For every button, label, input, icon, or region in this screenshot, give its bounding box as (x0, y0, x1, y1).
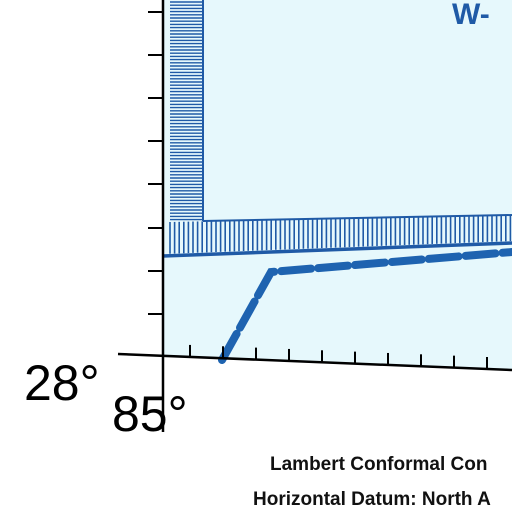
longitude-label: 85° (112, 386, 188, 442)
datum-note: Horizontal Datum: North A (253, 489, 491, 510)
left-ticks (148, 11, 163, 315)
route-line (218, 248, 512, 364)
projection-note: Lambert Conformal Con (270, 454, 487, 475)
frame-bottom (117, 352, 512, 372)
water-area (163, 0, 512, 370)
hatched-boundary-left (170, 1, 203, 221)
outer-boundary-line (162, 241, 512, 258)
latitude-label: 28° (24, 355, 100, 411)
hatched-boundary-bottom (169, 215, 512, 254)
bottom-ticks (189, 344, 488, 369)
inner-boundary-horizontal (202, 214, 512, 222)
area-label: W- (452, 0, 490, 31)
